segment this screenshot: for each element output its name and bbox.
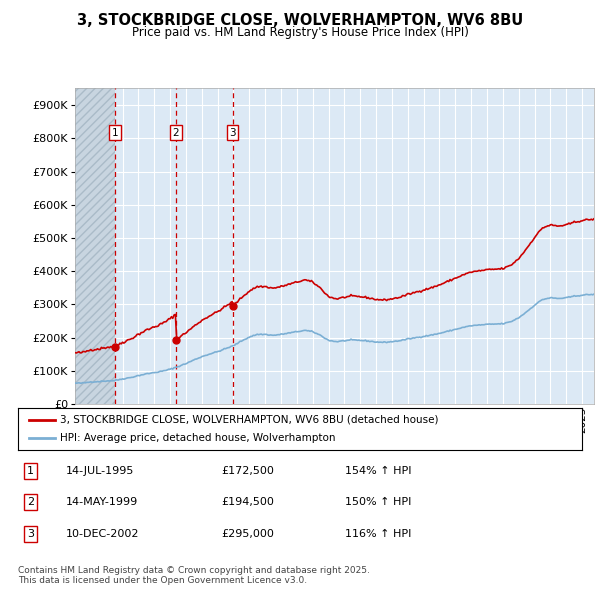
Text: 3: 3 bbox=[229, 127, 236, 137]
Text: 14-JUL-1995: 14-JUL-1995 bbox=[66, 466, 134, 476]
Text: 116% ↑ HPI: 116% ↑ HPI bbox=[345, 529, 412, 539]
Text: 1: 1 bbox=[27, 466, 34, 476]
Text: Price paid vs. HM Land Registry's House Price Index (HPI): Price paid vs. HM Land Registry's House … bbox=[131, 26, 469, 39]
Text: £172,500: £172,500 bbox=[221, 466, 274, 476]
Text: 14-MAY-1999: 14-MAY-1999 bbox=[66, 497, 138, 507]
Text: 3, STOCKBRIDGE CLOSE, WOLVERHAMPTON, WV6 8BU (detached house): 3, STOCKBRIDGE CLOSE, WOLVERHAMPTON, WV6… bbox=[60, 415, 439, 425]
Text: 2: 2 bbox=[27, 497, 34, 507]
Bar bbox=[75, 88, 115, 404]
Text: 2: 2 bbox=[172, 127, 179, 137]
Text: 154% ↑ HPI: 154% ↑ HPI bbox=[345, 466, 412, 476]
Text: £295,000: £295,000 bbox=[221, 529, 274, 539]
Text: HPI: Average price, detached house, Wolverhampton: HPI: Average price, detached house, Wolv… bbox=[60, 433, 336, 443]
Text: 3: 3 bbox=[27, 529, 34, 539]
Text: £194,500: £194,500 bbox=[221, 497, 274, 507]
Text: 1: 1 bbox=[112, 127, 118, 137]
Text: 150% ↑ HPI: 150% ↑ HPI bbox=[345, 497, 412, 507]
Text: 3, STOCKBRIDGE CLOSE, WOLVERHAMPTON, WV6 8BU: 3, STOCKBRIDGE CLOSE, WOLVERHAMPTON, WV6… bbox=[77, 13, 523, 28]
Text: 10-DEC-2002: 10-DEC-2002 bbox=[66, 529, 139, 539]
Text: Contains HM Land Registry data © Crown copyright and database right 2025.
This d: Contains HM Land Registry data © Crown c… bbox=[18, 566, 370, 585]
